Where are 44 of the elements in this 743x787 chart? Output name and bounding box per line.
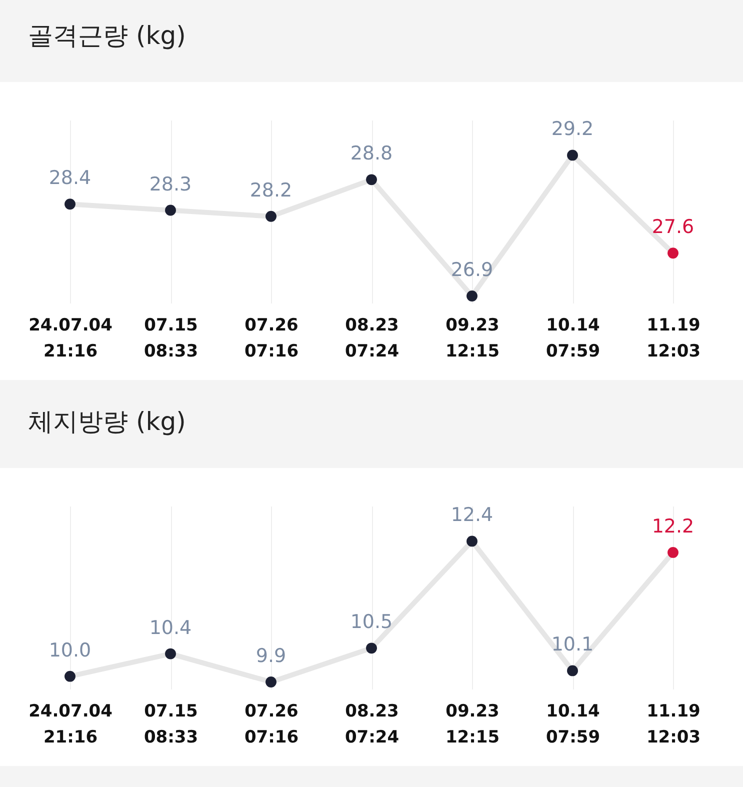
x-tick-label: 09.23 12:15 (445, 316, 500, 362)
point (668, 248, 678, 259)
data-label: 10.5 (350, 611, 393, 634)
point (165, 648, 176, 660)
data-label: 28.2 (250, 179, 292, 202)
data-label: 29.2 (551, 118, 594, 140)
point (266, 210, 276, 222)
x-tick-label: 24.07.04 21:16 (28, 316, 113, 362)
point (668, 546, 678, 558)
x-tick-label: 24.07.04 21:16 (28, 702, 113, 748)
data-label: 26.9 (450, 258, 494, 281)
data-label: 28.3 (149, 173, 192, 196)
point (64, 198, 76, 210)
point (64, 670, 76, 682)
x-tick-label: 07.15 08:33 (144, 316, 198, 362)
x-tick-label: 08.23 07:24 (344, 316, 400, 362)
point (366, 174, 377, 186)
x-tick-label: 07.26 07:16 (244, 316, 299, 362)
data-label: 10.4 (149, 616, 192, 639)
point (266, 676, 276, 688)
x-tick-label: 07.26 07:16 (244, 702, 299, 748)
x-tick-label: 11.19 12:03 (646, 702, 701, 748)
x-tick-label: 07.15 08:33 (144, 702, 198, 748)
point (567, 665, 578, 676)
x-tick-label: 08.23 07:24 (344, 702, 400, 748)
point (366, 642, 377, 654)
x-tick-label: 11.19 12:03 (646, 316, 701, 362)
point (165, 204, 176, 216)
chart-title: 골격근량 (kg) (28, 21, 186, 50)
data-label: 9.9 (256, 644, 286, 667)
data-label: 10.1 (551, 634, 594, 656)
data-label: 28.4 (48, 167, 92, 190)
point (567, 150, 578, 161)
x-tick-label: 10.14 07:59 (546, 702, 600, 748)
chart-title: 체지방량 (kg) (28, 407, 186, 436)
x-tick-label: 09.23 12:15 (445, 702, 500, 748)
data-label: 12.2 (652, 515, 694, 538)
point (466, 290, 478, 302)
x-tick-label: 10.14 07:59 (546, 316, 600, 362)
data-label: 27.6 (652, 216, 694, 238)
data-label: 12.4 (450, 504, 494, 526)
data-label: 10.0 (48, 639, 92, 662)
data-label: 28.8 (350, 142, 393, 165)
point (466, 536, 478, 547)
